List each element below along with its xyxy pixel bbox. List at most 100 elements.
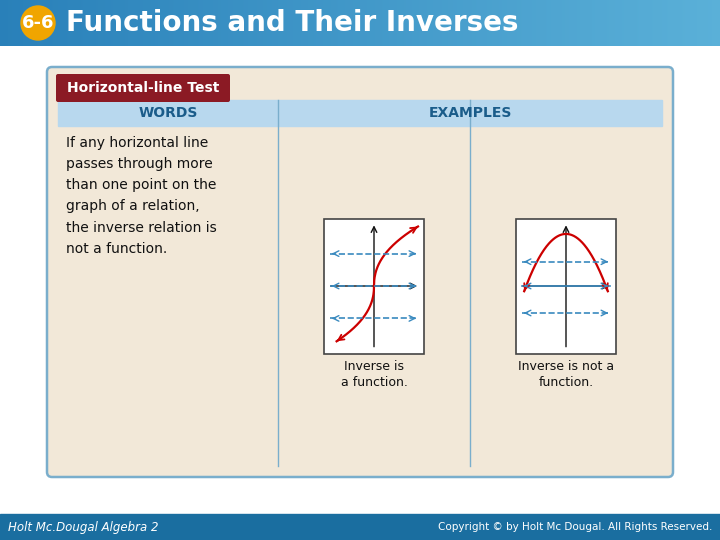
Bar (241, 0, 242, 46)
Bar (215, 0, 216, 46)
Text: Functions and Their Inverses: Functions and Their Inverses (66, 9, 518, 37)
Bar (82, 0, 83, 46)
Bar (197, 0, 198, 46)
Bar (242, 0, 243, 46)
Bar (619, 0, 620, 46)
Bar (189, 0, 190, 46)
Bar (705, 0, 706, 46)
Bar (170, 0, 171, 46)
Bar (175, 0, 176, 46)
Bar (592, 0, 593, 46)
Bar (17, 0, 18, 46)
Bar (426, 0, 427, 46)
Bar (357, 0, 358, 46)
Bar (628, 0, 629, 46)
Bar (420, 0, 421, 46)
Bar (24, 0, 25, 46)
Bar (247, 0, 248, 46)
Bar (279, 0, 280, 46)
Bar (439, 0, 440, 46)
Bar (538, 0, 539, 46)
Bar (497, 0, 498, 46)
Bar (363, 0, 364, 46)
Bar (69, 0, 70, 46)
Bar (183, 0, 184, 46)
Bar (362, 0, 363, 46)
Bar (238, 0, 239, 46)
Bar (617, 0, 618, 46)
Bar (272, 0, 273, 46)
Bar (436, 0, 437, 46)
Bar (98, 0, 99, 46)
Bar (651, 0, 652, 46)
Bar (146, 0, 147, 46)
Bar (386, 0, 387, 46)
Bar (375, 0, 376, 46)
Bar (83, 0, 84, 46)
Bar (465, 0, 466, 46)
Bar (491, 0, 492, 46)
Bar (567, 0, 568, 46)
Bar (152, 0, 153, 46)
Bar (51, 0, 52, 46)
Bar (427, 0, 428, 46)
Bar (274, 0, 275, 46)
Bar (469, 0, 470, 46)
Bar (143, 0, 144, 46)
Bar (482, 0, 483, 46)
Bar (452, 0, 453, 46)
Bar (237, 0, 238, 46)
Bar (653, 0, 654, 46)
Bar (194, 0, 195, 46)
Bar (5, 0, 6, 46)
Bar (278, 0, 279, 46)
Bar (171, 0, 172, 46)
Bar (276, 0, 277, 46)
Bar (316, 0, 317, 46)
Bar (224, 0, 225, 46)
Bar (154, 0, 155, 46)
Bar (374, 0, 375, 46)
Bar (177, 0, 178, 46)
Bar (399, 0, 400, 46)
Bar (471, 0, 472, 46)
Bar (637, 0, 638, 46)
Bar (79, 0, 80, 46)
Bar (239, 0, 240, 46)
Bar (9, 0, 10, 46)
Bar (87, 0, 88, 46)
Bar (516, 219, 616, 354)
Bar (703, 0, 704, 46)
Bar (373, 0, 374, 46)
Bar (548, 0, 549, 46)
Bar (107, 0, 108, 46)
Bar (654, 0, 655, 46)
Bar (556, 0, 557, 46)
Bar (220, 0, 221, 46)
Bar (125, 0, 126, 46)
Bar (76, 0, 77, 46)
Bar (334, 0, 335, 46)
Bar (583, 0, 584, 46)
Bar (528, 0, 529, 46)
Bar (157, 0, 158, 46)
Text: WORDS: WORDS (138, 106, 198, 120)
Bar (153, 0, 154, 46)
Bar (275, 0, 276, 46)
Bar (505, 0, 506, 46)
Bar (350, 0, 351, 46)
Bar (613, 0, 614, 46)
Bar (368, 0, 369, 46)
Bar (492, 0, 493, 46)
Bar (429, 0, 430, 46)
Bar (231, 0, 232, 46)
Bar (6, 0, 7, 46)
Bar (266, 0, 267, 46)
Bar (203, 0, 204, 46)
Bar (546, 0, 547, 46)
Bar (555, 0, 556, 46)
Bar (10, 0, 11, 46)
Bar (13, 0, 14, 46)
Bar (455, 0, 456, 46)
FancyBboxPatch shape (47, 67, 673, 477)
